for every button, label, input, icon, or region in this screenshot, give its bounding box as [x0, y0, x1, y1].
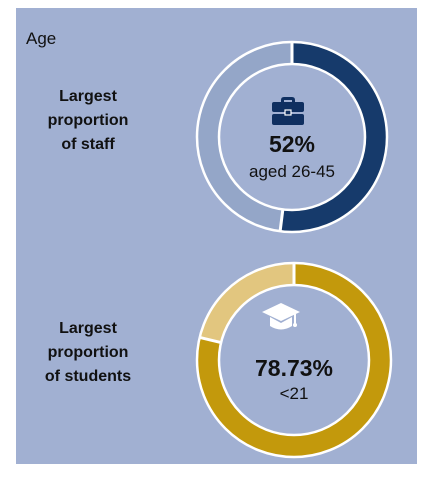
- staff-donut-slice-0: [280, 42, 387, 232]
- students-donut-slice-0: [197, 263, 391, 457]
- students-label-line: proportion: [47, 344, 129, 361]
- staff-donut-chart: [195, 40, 389, 234]
- staff-label-line: proportion: [47, 112, 129, 129]
- staff-center-value: 52%: [269, 131, 315, 157]
- staff-label-line: Largest: [59, 88, 117, 105]
- graduation-cap-icon: [262, 303, 300, 330]
- section-heading: Age: [26, 29, 57, 48]
- students-donut-slice-1: [199, 263, 295, 343]
- students-center-caption: <21: [280, 384, 309, 403]
- briefcase-icon: [272, 97, 304, 125]
- donut-separator: [278, 209, 285, 232]
- staff-center-caption: aged 26-45: [249, 162, 335, 181]
- students-donut-chart: [195, 261, 393, 459]
- staff-donut-slice-1: [197, 42, 293, 232]
- students-label-line: of students: [44, 368, 132, 385]
- students-label-line: Largest: [59, 320, 117, 337]
- students-center-value: 78.73%: [255, 355, 333, 381]
- staff-label-line: of staff: [61, 136, 115, 153]
- donut-separator: [199, 336, 222, 345]
- students-group-label: Largest proportion of students: [13, 317, 163, 389]
- staff-group-label: Largest proportion of staff: [13, 85, 163, 157]
